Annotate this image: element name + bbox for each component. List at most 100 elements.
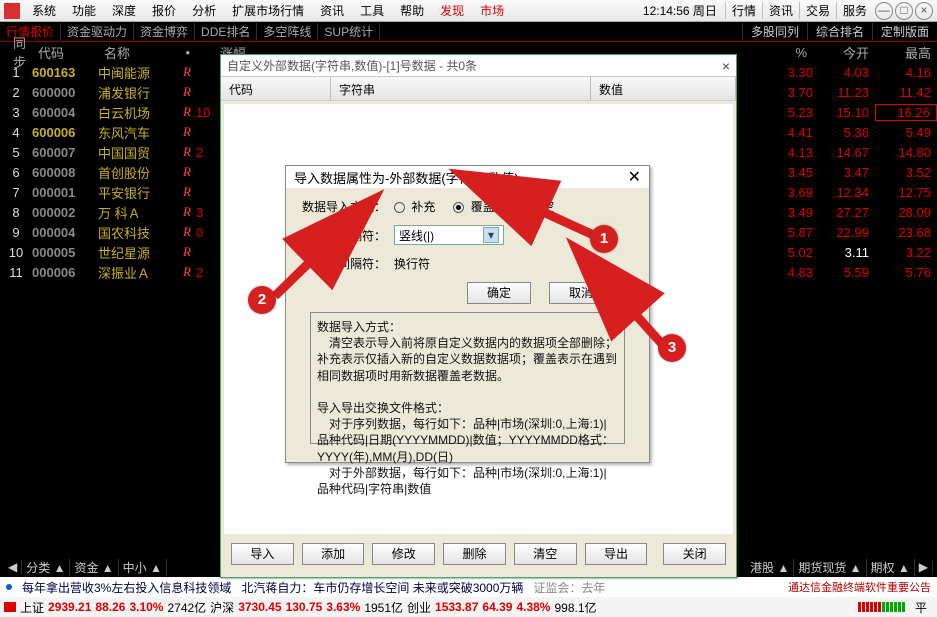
menu-item[interactable]: 扩展市场行情	[224, 2, 312, 19]
pct-value: 3.49	[765, 205, 813, 220]
announcement[interactable]: 通达信金融终端软件重要公告	[788, 579, 931, 595]
index-value: 1533.87	[435, 600, 478, 614]
menu-item[interactable]: 报价	[144, 2, 184, 19]
ok-button[interactable]: 确定	[467, 282, 531, 304]
tab[interactable]: 资金驱动力	[61, 23, 134, 40]
row-separator-row: 行间隔符： 换行符	[300, 255, 635, 272]
dialog-title-bar: 导入数据属性为-外部数据(字符串,数值) ✕	[286, 166, 649, 188]
annotation-badge: 3	[658, 334, 686, 362]
cancel-button[interactable]: 取消	[549, 282, 613, 304]
row-index: 7	[0, 185, 32, 200]
tab[interactable]: 多股同列	[742, 23, 807, 40]
radio-option[interactable]: 覆盖	[453, 198, 494, 215]
bottom-tab[interactable]: 分类 ▲	[22, 559, 70, 576]
bottom-tab[interactable]: 港股 ▲	[746, 559, 794, 576]
radio-label: 覆盖	[471, 200, 495, 214]
menu-item[interactable]: 帮助	[392, 2, 432, 19]
menu-item[interactable]: 系统	[24, 2, 64, 19]
dialog-title: 自定义外部数据(字符串,数值)-[1]号数据 - 共0条	[227, 57, 477, 74]
toolbar-button[interactable]: 服务	[836, 2, 873, 19]
header-pct: %	[765, 45, 813, 60]
high-value: 4.16	[875, 65, 937, 80]
close-icon[interactable]: ×	[722, 58, 730, 74]
high-value: 3.52	[875, 165, 937, 180]
stock-code: 600004	[32, 105, 98, 120]
news-item[interactable]: 每年拿出营收3%左右投入信息科技领域	[22, 579, 231, 596]
r-marker: R	[178, 124, 196, 140]
tab[interactable]: 资金博弈	[134, 23, 195, 40]
news-ticker: 每年拿出营收3%左右投入信息科技领域 北汽蒋自力：车市仍存增长空间 未来或突破3…	[0, 577, 937, 597]
open-value: 14.67	[813, 145, 875, 160]
index-volume: 1951亿	[364, 599, 403, 616]
toolbar-button[interactable]: 交易	[799, 2, 836, 19]
bottom-tab[interactable]: 期权 ▲	[867, 559, 915, 576]
stock-code: 000001	[32, 185, 98, 200]
r-marker: R	[178, 164, 196, 180]
bottom-tab[interactable]: ▶	[915, 560, 933, 574]
tab[interactable]: 综合排名	[807, 23, 872, 40]
menu-item[interactable]: 深度	[104, 2, 144, 19]
col-header-code: 代码	[221, 77, 331, 100]
tab[interactable]: 多空阵线	[257, 23, 318, 40]
annotation-badge: 2	[248, 286, 276, 314]
maximize-button[interactable]: □	[895, 2, 913, 20]
row-index: 8	[0, 205, 32, 220]
open-value: 22.99	[813, 225, 875, 240]
import-settings-dialog: 导入数据属性为-外部数据(字符串,数值) ✕ 数据导入方式： 补充 覆盖 清空 …	[285, 165, 650, 463]
toolbar-button[interactable]: 行情	[725, 2, 762, 19]
radio-icon	[394, 202, 405, 213]
high-value: 5.76	[875, 265, 937, 280]
dialog-button[interactable]: 添加	[302, 543, 365, 565]
close-button[interactable]: ×	[915, 2, 933, 20]
flag-icon	[4, 602, 16, 612]
row-index: 6	[0, 165, 32, 180]
news-item[interactable]: 北汽蒋自力：车市仍存增长空间 未来或突破3000万辆	[241, 579, 523, 596]
minimize-button[interactable]: —	[875, 2, 893, 20]
menu-item[interactable]: 市场	[472, 2, 512, 19]
toolbar-button[interactable]: 资讯	[762, 2, 799, 19]
index-value: 2939.21	[48, 600, 91, 614]
title-bar: 系统功能深度报价分析扩展市场行情资讯工具帮助 发现市场 12:14:56 周日 …	[0, 0, 937, 22]
dialog-title: 导入数据属性为-外部数据(字符串,数值)	[294, 168, 519, 187]
menu-item[interactable]: 发现	[432, 2, 472, 19]
status-bar: 上证 2939.21 88.26 3.10% 2742亿 沪深 3730.45 …	[0, 597, 937, 617]
menu-item[interactable]: 资讯	[312, 2, 352, 19]
index-change: 64.39	[482, 600, 512, 614]
bottom-tab[interactable]: 期货现货 ▲	[794, 559, 866, 576]
dialog-button[interactable]: 删除	[443, 543, 506, 565]
dialog-button[interactable]: 导入	[231, 543, 294, 565]
dialog-button[interactable]: 清空	[514, 543, 577, 565]
dialog-button[interactable]: 导出	[585, 543, 648, 565]
bottom-tab[interactable]: 中小 ▲	[119, 559, 167, 576]
stock-name: 白云机场	[98, 103, 178, 122]
tab[interactable]: 定制版面	[872, 23, 937, 40]
menu-item[interactable]: 功能	[64, 2, 104, 19]
menu-item[interactable]: 分析	[184, 2, 224, 19]
stock-code: 000005	[32, 245, 98, 260]
menu-item[interactable]: 工具	[352, 2, 392, 19]
tab-bar: 行情报价资金驱动力资金博弈DDE排名多空阵线SUP统计 多股同列综合排名定制版面	[0, 22, 937, 42]
radio-option[interactable]: 补充	[394, 198, 435, 215]
index-change: 88.26	[95, 600, 125, 614]
row-sep-label: 行间隔符：	[300, 255, 386, 272]
close-button[interactable]: 关闭	[663, 543, 726, 565]
stock-name: 平安银行	[98, 183, 178, 202]
radio-option[interactable]: 清空	[513, 198, 554, 215]
stock-name: 世纪星源	[98, 243, 178, 262]
bottom-tab[interactable]: ◀	[4, 560, 22, 574]
tab[interactable]: DDE排名	[195, 23, 257, 40]
import-mode-label: 数据导入方式：	[300, 198, 386, 215]
col-sep-dropdown[interactable]: 竖线(|) ▾	[394, 225, 504, 245]
news-item[interactable]: 证监会：去年	[533, 579, 605, 596]
chevron-down-icon: ▾	[483, 227, 499, 243]
high-value: 11.42	[875, 85, 937, 100]
row-index: 10	[0, 245, 32, 260]
tab[interactable]: SUP统计	[318, 23, 380, 40]
open-value: 11.23	[813, 85, 875, 100]
bottom-tab[interactable]: 资金 ▲	[70, 559, 118, 576]
dialog-button[interactable]: 修改	[372, 543, 435, 565]
high-value: 16.26	[875, 104, 937, 121]
high-value: 23.68	[875, 225, 937, 240]
dialog-button-row: 导入添加修改删除清空导出 关闭	[221, 537, 736, 571]
close-icon[interactable]: ✕	[628, 167, 641, 187]
